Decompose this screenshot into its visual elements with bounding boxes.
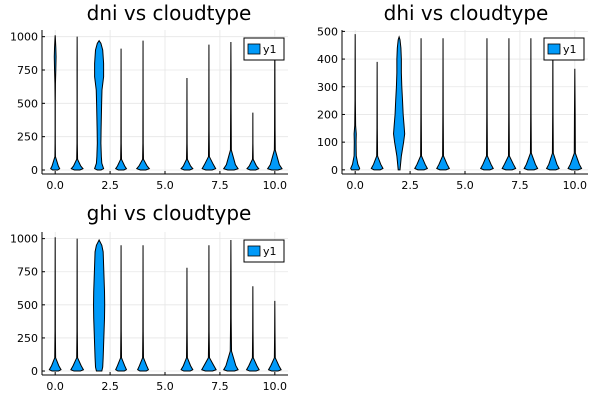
violin-x6 [180,267,194,372]
violin-x1 [370,61,384,171]
panel-ghi: ghi vs cloudtype 0.0 2.5 5.0 7.5 10.0 0 250 500… [10,201,288,393]
legend: y1 [543,37,585,61]
panel-title: ghi vs cloudtype [87,201,252,225]
x-tick-label: 5.0 [156,179,174,192]
y-tick-label: 0 [31,164,38,177]
violin-x8 [222,239,239,372]
violin-x6 [479,38,494,171]
violin-x6 [180,77,194,171]
violin-x1 [70,36,84,171]
x-tick-label: 5.0 [156,380,174,393]
legend-swatch [247,245,261,257]
x-tick-label: 2.5 [401,179,419,192]
panel-title: dhi vs cloudtype [384,1,549,25]
y-tick-label: 250 [17,131,38,144]
violin-x7 [201,245,217,372]
violin-x2 [93,238,106,372]
x-tick-label: 10.0 [263,179,288,192]
violin-x10 [567,68,583,171]
legend-label: y1 [263,245,277,258]
violin-x0 [350,34,361,171]
x-tick-label: 7.5 [211,179,229,192]
y-tick-label: 1000 [10,233,38,246]
x-tick-label: 7.5 [511,179,529,192]
panel-title: dni vs cloudtype [87,1,252,25]
y-tick-label: 200 [317,108,338,121]
x-tick-label: 2.5 [101,179,119,192]
legend: y1 [243,37,285,61]
y-tick-label: 250 [17,332,38,345]
x-tick-label: 10.0 [263,380,288,393]
y-tick-label: 300 [317,81,338,94]
legend-swatch [547,43,561,55]
x-tick-label: 2.5 [101,380,119,393]
x-tick-label: 5.0 [456,179,474,192]
y-tick-label: 500 [17,299,38,312]
violin-x8 [222,41,239,171]
legend-box [243,37,285,61]
violin-x0 [48,237,62,372]
x-tick-label: 10.0 [563,179,588,192]
y-tick-label: 1000 [10,31,38,44]
violin-x9 [545,38,560,171]
x-tick-label: 7.5 [211,380,229,393]
violin-x1 [70,238,85,372]
violin-x3 [115,245,128,372]
y-tick-label: 750 [17,266,38,279]
legend-label: y1 [263,43,277,56]
violin-x4 [135,40,151,171]
legend-box [243,239,285,263]
violin-x4 [436,38,451,171]
y-tick-label: 0 [31,365,38,378]
violin-x2 [93,39,105,171]
panel-dni: dni vs cloudtype 0.0 2.5 5.0 7.5 10.0 0 250 500… [10,1,288,192]
y-tick-label: 500 [17,97,38,110]
violin-x3 [414,38,429,171]
legend-box [543,37,585,61]
x-tick-label: 0.0 [346,179,364,192]
legend-swatch [247,43,261,55]
violin-x8 [523,38,539,171]
violin-x9 [246,112,260,171]
violin-x10 [267,300,282,372]
y-tick-label: 750 [17,64,38,77]
violin-x3 [114,48,128,171]
y-tick-label: 100 [317,136,338,149]
legend: y1 [243,239,285,263]
violin-x0 [50,35,61,171]
violin-x4 [136,245,150,372]
violin-x7 [201,44,217,171]
violin-x7 [501,38,517,171]
legend-label: y1 [563,43,577,56]
y-tick-label: 400 [317,53,338,66]
violin-x9 [245,286,260,372]
x-tick-label: 0.0 [46,179,64,192]
y-tick-label: 0 [331,164,338,177]
panel-dhi: dhi vs cloudtype 0.0 2.5 5.0 7.5 10.0 0 100 200… [317,1,588,192]
y-tick-label: 500 [317,25,338,38]
x-tick-label: 0.0 [46,380,64,393]
violin-x2 [393,35,406,171]
